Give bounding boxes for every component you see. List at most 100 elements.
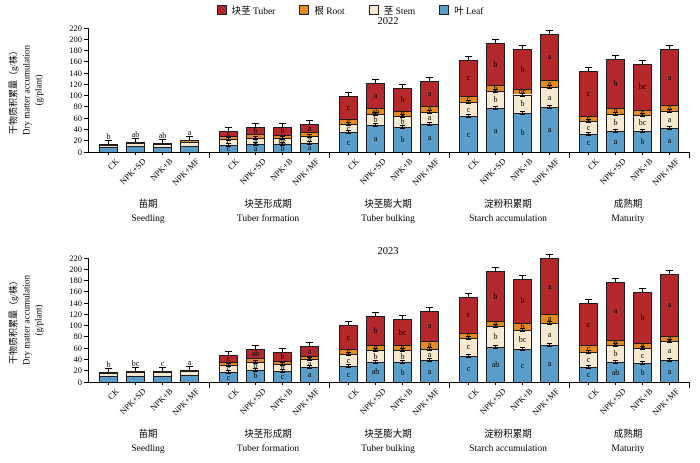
x-bar-tick [402, 382, 403, 385]
sig-letter: c [226, 128, 231, 138]
error-cap [466, 99, 471, 104]
y-axis-title-en: Dry matter accumulation [20, 275, 31, 365]
stage-label-cn: 块茎形成期 [244, 430, 292, 440]
y-tick [84, 347, 88, 349]
x-group-tick [208, 152, 210, 158]
error-cap [493, 89, 498, 94]
error-cap [400, 360, 405, 365]
y-tick [84, 268, 88, 270]
bar-segment-root [540, 314, 559, 324]
bar-segment-root [99, 144, 118, 146]
sig-letter: a [253, 143, 258, 153]
bar-segment-root [99, 371, 118, 373]
error-whisker [639, 288, 646, 293]
y-tick [84, 313, 88, 315]
error-whisker [519, 45, 526, 50]
y-tick [84, 257, 88, 259]
x-tick-label-npk-mf: NPK+MF [530, 156, 562, 188]
error-cap [520, 92, 525, 97]
sig-letter: b [253, 361, 258, 371]
y-tick-label: 60 [73, 112, 83, 123]
chart-title-2022: 2022 [377, 16, 399, 27]
sig-letter: c [520, 361, 525, 371]
sig-letter: c [586, 89, 591, 99]
sig-letter-top: ab [131, 130, 140, 140]
error-cap [547, 343, 552, 348]
sig-letter-top: b [106, 359, 111, 369]
bar-segment-tuber [420, 310, 439, 341]
error-whisker [252, 123, 259, 128]
stage-label-en: Maturity [611, 214, 645, 224]
bar-segment-tuber [339, 96, 358, 119]
x-bar-tick [429, 382, 430, 385]
sig-letter: a [373, 91, 378, 101]
error-cap [547, 321, 552, 326]
y-tick-label: 140 [69, 297, 82, 308]
sig-letter: b [493, 291, 498, 301]
y-tick [84, 336, 88, 338]
error-cap [640, 112, 645, 117]
sig-letter: a [493, 319, 498, 329]
sig-letter: ab [611, 367, 620, 377]
error-whisker [279, 347, 286, 352]
y-axis-title-unit: (g/plant) [33, 304, 44, 336]
sig-letter: a [427, 88, 432, 98]
y-tick [84, 151, 88, 153]
sig-letter: a [547, 314, 552, 324]
y-tick-label: 180 [69, 45, 82, 56]
sig-letter: c [226, 137, 231, 147]
error-cap [586, 349, 591, 354]
bar-segment-tuber [459, 60, 478, 96]
error-cap [346, 352, 351, 357]
y-tick-label: 140 [69, 67, 82, 78]
sig-letter: a [253, 136, 258, 146]
x-group-tick [208, 382, 210, 388]
error-cap [280, 135, 285, 140]
x-tick-label-npk-mf: NPK+MF [650, 386, 682, 418]
bar-segment-root [579, 116, 598, 121]
y-tick [84, 140, 88, 142]
bar-segment-tuber [606, 59, 625, 109]
y-tick [84, 381, 88, 383]
sig-letter: c [346, 137, 351, 147]
sig-letter: bc [638, 118, 647, 128]
x-bar-tick [429, 152, 430, 155]
stage-label-en: Seedling [131, 444, 165, 454]
error-cap [466, 336, 471, 341]
stage-label-cn: 苗期 [138, 430, 158, 440]
sig-letter: b [493, 83, 498, 93]
sig-letter: a [427, 113, 432, 123]
sig-letter: c [466, 364, 471, 374]
chart-title-2023: 2023 [377, 246, 399, 257]
error-cap [493, 324, 498, 329]
sig-letter: a [427, 349, 432, 359]
sig-letter-top: ab [158, 130, 167, 140]
bar-segment-leaf [180, 145, 199, 152]
bar-segment-tuber [459, 296, 478, 333]
x-tick-label-npk-mf: NPK+MF [170, 386, 202, 418]
error-whisker [612, 278, 619, 283]
x-bar-tick [588, 382, 589, 385]
bar-segment-tuber [540, 33, 559, 80]
x-tick-label-npk-sd: NPK+SD [597, 386, 628, 417]
sig-letter-top: c [160, 359, 165, 369]
stage-label-cn: 淀粉积累期 [484, 430, 532, 440]
error-cap [400, 348, 405, 353]
error-cap [466, 353, 471, 358]
y-tick-label: 100 [69, 320, 82, 331]
bar-segment-tuber [273, 351, 292, 361]
sig-letter: a [547, 124, 552, 134]
x-bar-tick [375, 152, 376, 155]
stage-label-cn: 块茎膨大期 [364, 200, 412, 210]
y-tick [84, 72, 88, 74]
x-tick-label-ck: CK [585, 156, 601, 172]
sig-letter: c [346, 332, 351, 342]
x-bar-tick [522, 152, 523, 155]
stage-label-en: Tuber bulking [361, 444, 415, 454]
x-bar-tick [282, 382, 283, 385]
bar-segment-root [606, 108, 625, 114]
sig-letter: bc [518, 335, 527, 345]
stage-label-cn: 成熟期 [613, 200, 643, 210]
sig-letter: b [373, 325, 378, 335]
error-cap [226, 137, 231, 142]
